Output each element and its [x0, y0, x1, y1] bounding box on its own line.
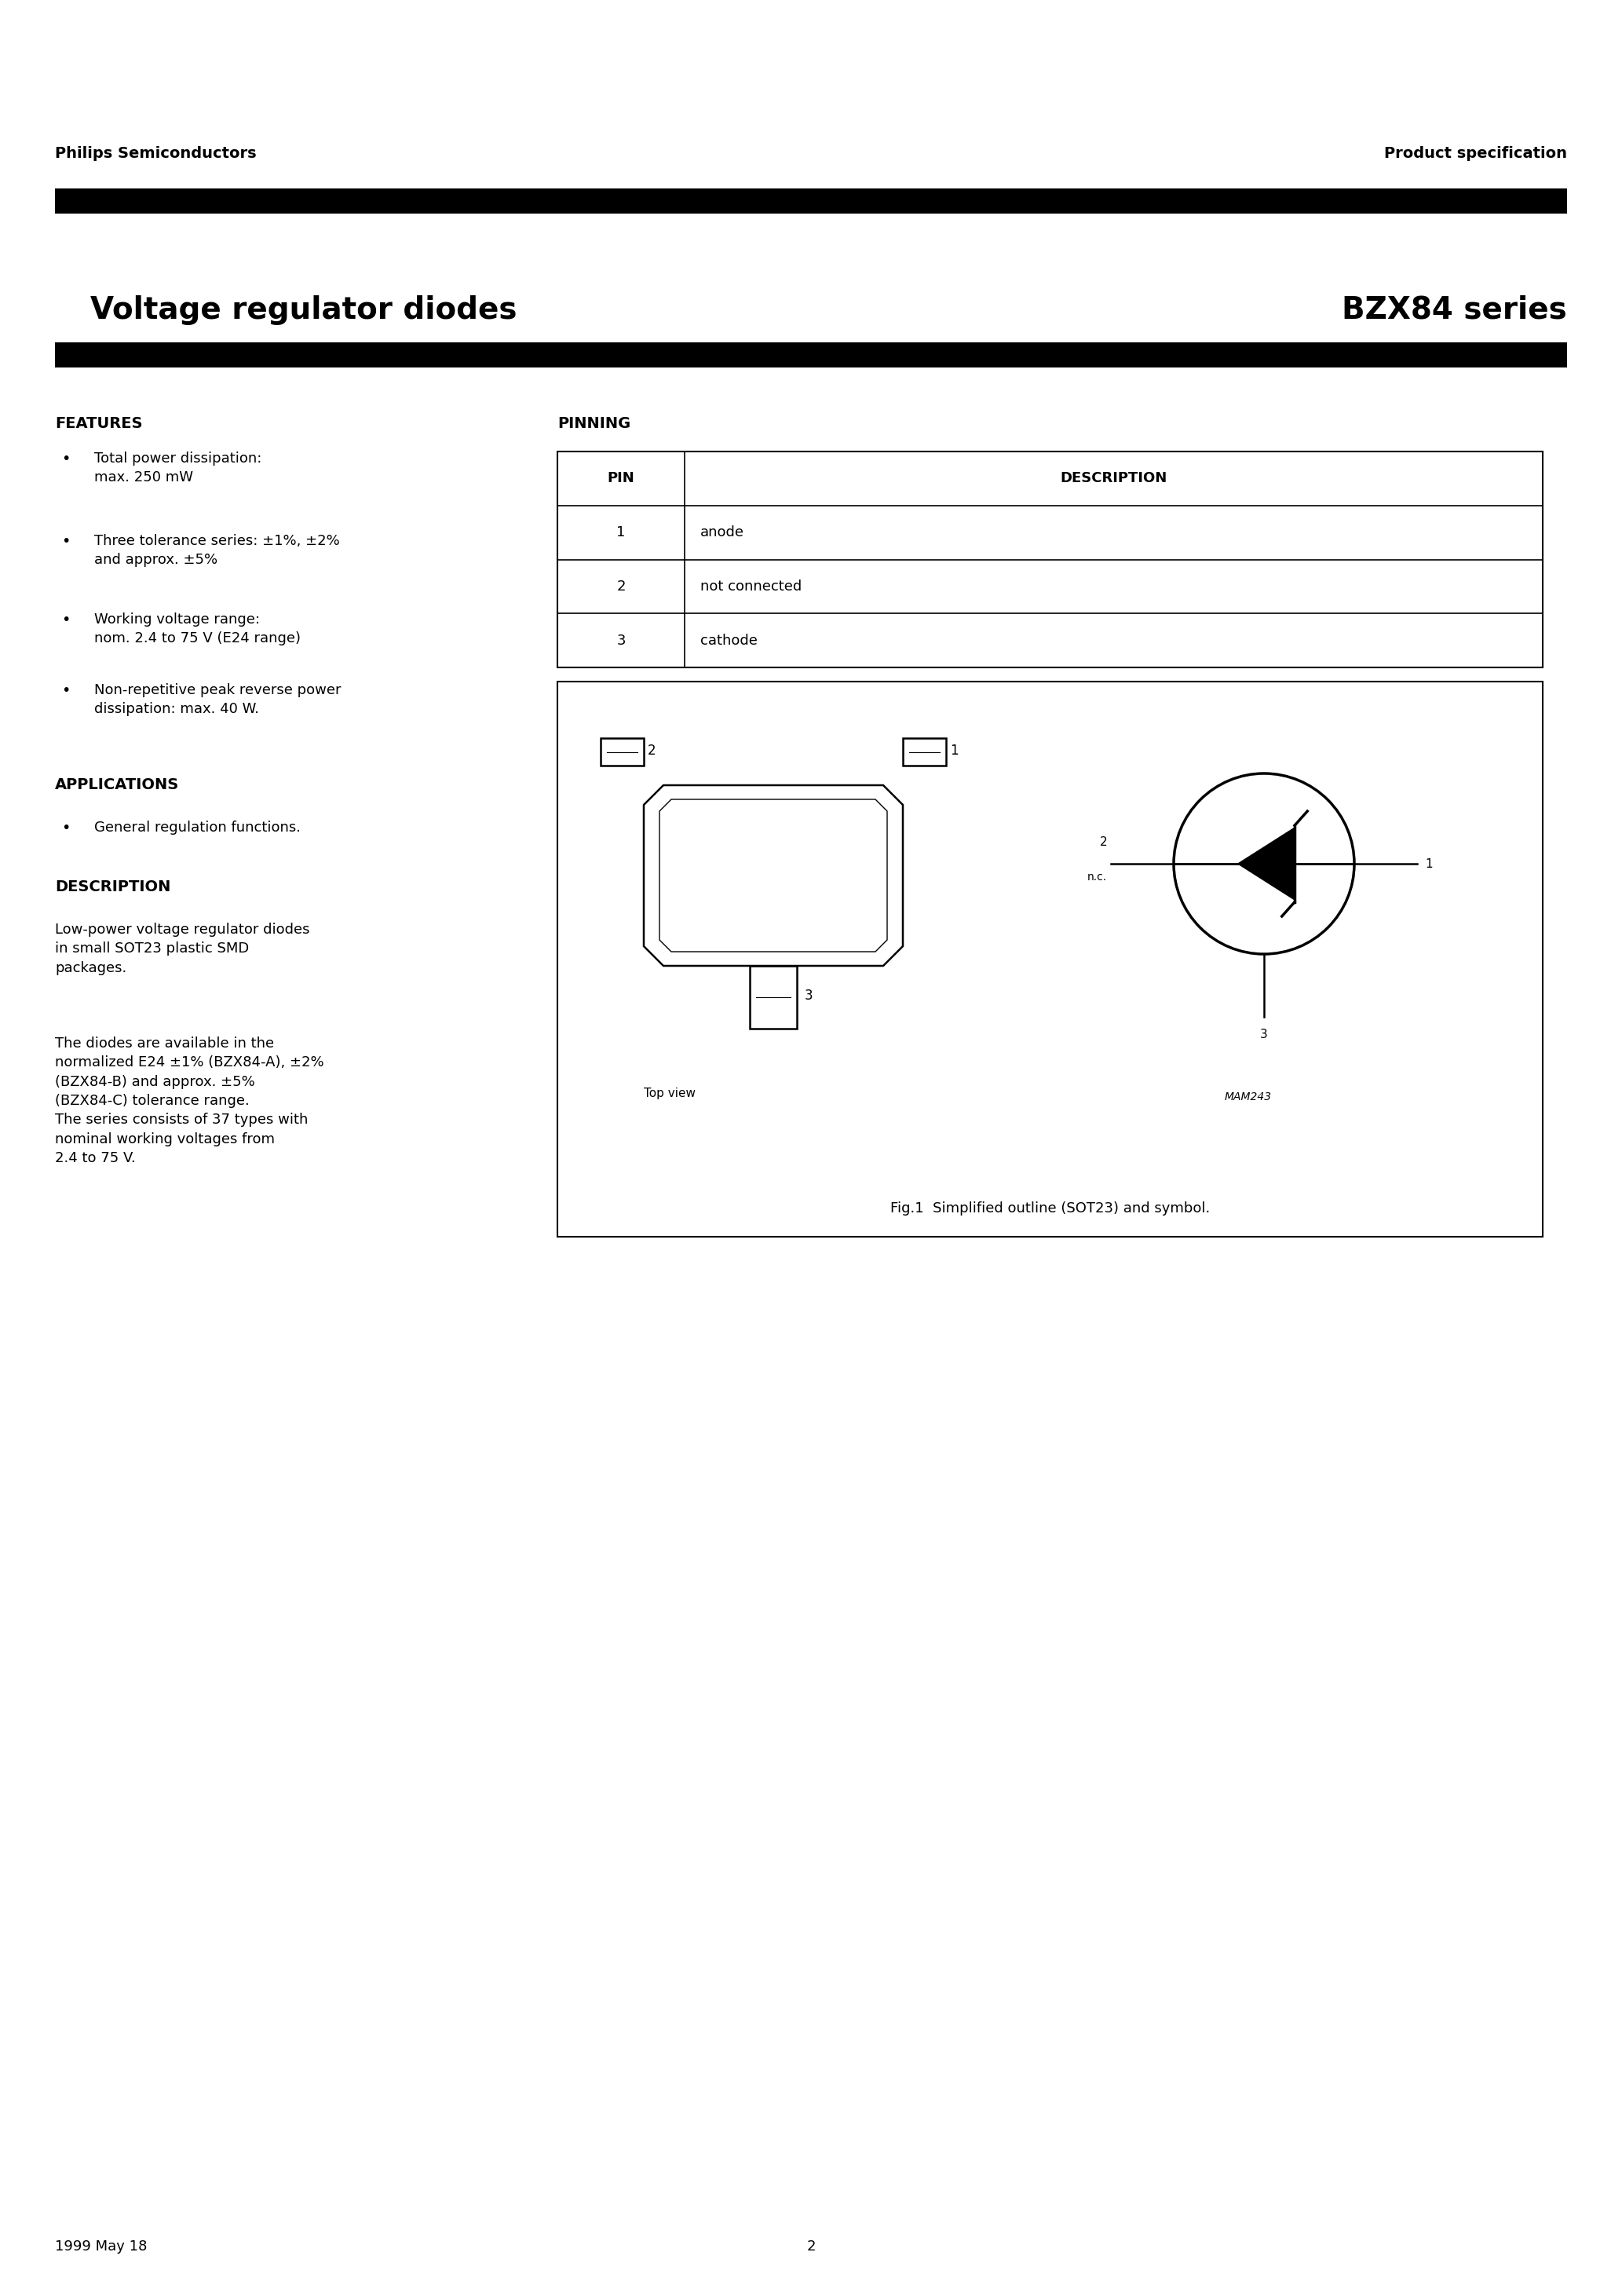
- Bar: [903, 737, 946, 765]
- Text: DESCRIPTION: DESCRIPTION: [1061, 471, 1168, 484]
- Bar: [558, 452, 1543, 668]
- Text: PIN: PIN: [607, 471, 634, 484]
- Text: 3: 3: [805, 990, 813, 1003]
- Bar: [558, 682, 1543, 1238]
- Bar: [55, 188, 1567, 214]
- Text: Product specification: Product specification: [1384, 147, 1567, 161]
- Text: 1: 1: [616, 526, 626, 540]
- Text: •: •: [62, 820, 70, 836]
- Text: DESCRIPTION: DESCRIPTION: [55, 879, 170, 895]
- Text: Working voltage range:
nom. 2.4 to 75 V (E24 range): Working voltage range: nom. 2.4 to 75 V …: [94, 613, 300, 645]
- Text: Top view: Top view: [644, 1088, 696, 1100]
- Text: Low-power voltage regulator diodes
in small SOT23 plastic SMD
packages.: Low-power voltage regulator diodes in sm…: [55, 923, 310, 976]
- Text: BZX84 series: BZX84 series: [1341, 296, 1567, 326]
- Text: 1999 May 18: 1999 May 18: [55, 2239, 148, 2255]
- Text: Non-repetitive peak reverse power
dissipation: max. 40 W.: Non-repetitive peak reverse power dissip…: [94, 684, 341, 716]
- Text: Fig.1  Simplified outline (SOT23) and symbol.: Fig.1 Simplified outline (SOT23) and sym…: [890, 1201, 1210, 1215]
- Text: Philips Semiconductors: Philips Semiconductors: [55, 147, 256, 161]
- Text: •: •: [62, 684, 70, 698]
- Text: 2: 2: [806, 2239, 816, 2255]
- Text: cathode: cathode: [701, 634, 757, 647]
- Text: not connected: not connected: [701, 579, 801, 595]
- Text: anode: anode: [701, 526, 744, 540]
- Text: Three tolerance series: ±1%, ±2%
and approx. ±5%: Three tolerance series: ±1%, ±2% and app…: [94, 535, 339, 567]
- Text: 3: 3: [616, 634, 626, 647]
- Text: 1: 1: [950, 744, 959, 758]
- Text: •: •: [62, 613, 70, 627]
- Bar: [55, 342, 1567, 367]
- Text: 1: 1: [1426, 859, 1432, 870]
- Polygon shape: [1239, 829, 1294, 900]
- Text: PINNING: PINNING: [558, 416, 631, 432]
- Text: General regulation functions.: General regulation functions.: [94, 820, 300, 836]
- Text: Total power dissipation:
max. 250 mW: Total power dissipation: max. 250 mW: [94, 452, 261, 484]
- Text: 2: 2: [616, 579, 626, 595]
- Text: Voltage regulator diodes: Voltage regulator diodes: [91, 296, 517, 326]
- Text: APPLICATIONS: APPLICATIONS: [55, 778, 178, 792]
- Text: MAM243: MAM243: [1225, 1091, 1272, 1102]
- Text: n.c.: n.c.: [1087, 872, 1106, 882]
- Text: •: •: [62, 535, 70, 549]
- Text: 2: 2: [1100, 836, 1106, 847]
- Bar: [600, 737, 644, 765]
- Text: The diodes are available in the
normalized E24 ±1% (BZX84-A), ±2%
(BZX84-B) and : The diodes are available in the normaliz…: [55, 1035, 324, 1164]
- Bar: [749, 967, 796, 1029]
- Text: FEATURES: FEATURES: [55, 416, 143, 432]
- Text: 2: 2: [647, 744, 655, 758]
- Text: •: •: [62, 452, 70, 466]
- Text: 3: 3: [1260, 1029, 1268, 1040]
